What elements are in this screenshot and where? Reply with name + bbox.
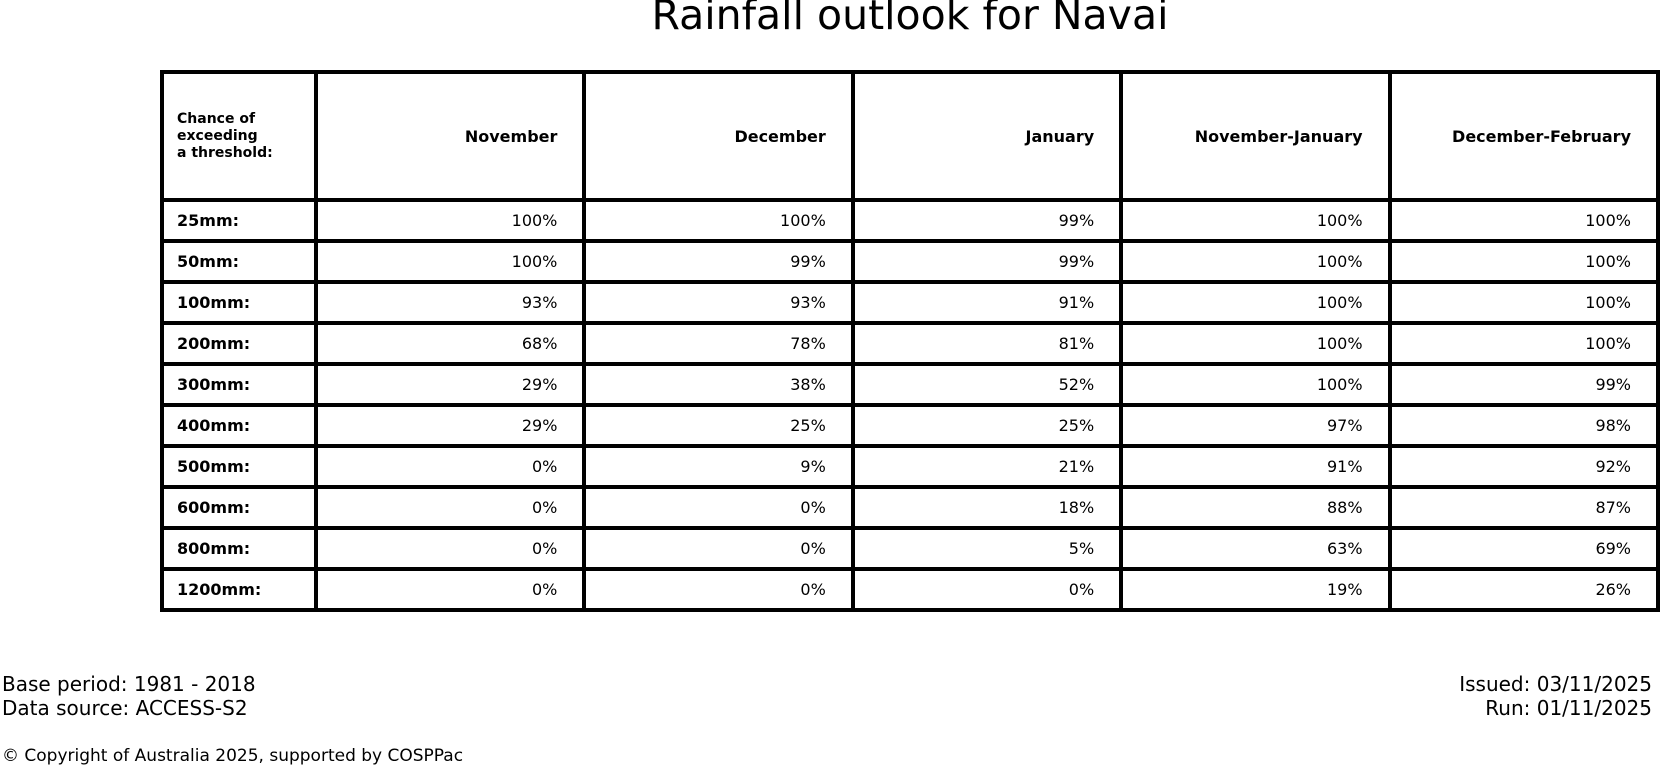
cell-value: 99%	[1387, 362, 1661, 407]
cell-value: 87%	[1387, 485, 1661, 530]
cell-value: 26%	[1387, 567, 1661, 612]
cell-value: 99%	[850, 239, 1124, 284]
row-label: 1200mm:	[160, 567, 318, 612]
cell-value: 100%	[1387, 198, 1661, 243]
cell-value: 100%	[313, 239, 587, 284]
cell-value: 100%	[313, 198, 587, 243]
cell-value: 91%	[1119, 444, 1392, 489]
data-source-text: Data source: ACCESS-S2	[2, 696, 248, 720]
cell-value: 0%	[582, 526, 855, 571]
cell-value: 93%	[313, 280, 587, 325]
cell-value: 0%	[313, 526, 587, 571]
column-header-december-february: December-February	[1387, 70, 1661, 202]
cell-value: 25%	[582, 403, 855, 448]
cell-value: 100%	[1119, 239, 1392, 284]
row-label: 600mm:	[160, 485, 318, 530]
cell-value: 5%	[850, 526, 1124, 571]
cell-value: 100%	[1387, 321, 1661, 366]
cell-value: 52%	[850, 362, 1124, 407]
cell-value: 69%	[1387, 526, 1661, 571]
cell-value: 25%	[850, 403, 1124, 448]
row-label: 800mm:	[160, 526, 318, 571]
cell-value: 19%	[1119, 567, 1392, 612]
cell-value: 68%	[313, 321, 587, 366]
cell-value: 63%	[1119, 526, 1392, 571]
cell-value: 0%	[313, 567, 587, 612]
table-row-400mm: 400mm: 29% 25% 25% 97% 98%	[160, 403, 1661, 448]
row-label: 400mm:	[160, 403, 318, 448]
table-row-25mm: 25mm: 100% 100% 99% 100% 100%	[160, 198, 1661, 243]
cell-value: 97%	[1119, 403, 1392, 448]
cell-value: 38%	[582, 362, 855, 407]
table-row-500mm: 500mm: 0% 9% 21% 91% 92%	[160, 444, 1661, 489]
cell-value: 78%	[582, 321, 855, 366]
footer-right: Issued: 03/11/2025 Run: 01/11/2025	[1459, 672, 1652, 720]
table-row-50mm: 50mm: 100% 99% 99% 100% 100%	[160, 239, 1661, 284]
column-header-november-january: November-January	[1119, 70, 1392, 202]
page-title: Rainfall outlook for Navai	[651, 0, 1169, 39]
cell-value: 98%	[1387, 403, 1661, 448]
cell-value: 29%	[313, 362, 587, 407]
table-row-100mm: 100mm: 93% 93% 91% 100% 100%	[160, 280, 1661, 325]
cell-value: 81%	[850, 321, 1124, 366]
run-date-text: Run: 01/11/2025	[1485, 696, 1652, 720]
row-label: 100mm:	[160, 280, 318, 325]
cell-value: 100%	[1387, 280, 1661, 325]
cell-value: 18%	[850, 485, 1124, 530]
rainfall-outlook-table: Chance of exceeding a threshold: Novembe…	[160, 70, 1661, 612]
row-label: 300mm:	[160, 362, 318, 407]
copyright-notice: © Copyright of Australia 2025, supported…	[2, 746, 464, 766]
cell-value: 92%	[1387, 444, 1661, 489]
base-period-text: Base period: 1981 - 2018	[2, 672, 256, 696]
cell-value: 100%	[1119, 362, 1392, 407]
cell-value: 9%	[582, 444, 855, 489]
table-row-600mm: 600mm: 0% 0% 18% 88% 87%	[160, 485, 1661, 530]
cell-value: 0%	[582, 567, 855, 612]
table-row-300mm: 300mm: 29% 38% 52% 100% 99%	[160, 362, 1661, 407]
table-row-1200mm: 1200mm: 0% 0% 0% 19% 26%	[160, 567, 1661, 612]
cell-value: 0%	[313, 485, 587, 530]
cell-value: 29%	[313, 403, 587, 448]
cell-value: 100%	[1119, 198, 1392, 243]
cell-value: 91%	[850, 280, 1124, 325]
header-row: Chance of exceeding a threshold: Novembe…	[160, 70, 1661, 202]
cell-value: 88%	[1119, 485, 1392, 530]
footer-left: Base period: 1981 - 2018 Data source: AC…	[2, 672, 256, 720]
row-label: 25mm:	[160, 198, 318, 243]
cell-value: 100%	[1119, 321, 1392, 366]
column-header-january: January	[850, 70, 1124, 202]
cell-value: 21%	[850, 444, 1124, 489]
column-header-november: November	[313, 70, 587, 202]
cell-value: 100%	[582, 198, 855, 243]
cell-value: 0%	[850, 567, 1124, 612]
table-row-200mm: 200mm: 68% 78% 81% 100% 100%	[160, 321, 1661, 366]
table-row-800mm: 800mm: 0% 0% 5% 63% 69%	[160, 526, 1661, 571]
column-header-december: December	[582, 70, 855, 202]
corner-header: Chance of exceeding a threshold:	[160, 70, 318, 202]
cell-value: 100%	[1119, 280, 1392, 325]
cell-value: 0%	[582, 485, 855, 530]
issued-date-text: Issued: 03/11/2025	[1459, 672, 1652, 696]
cell-value: 99%	[850, 198, 1124, 243]
row-label: 50mm:	[160, 239, 318, 284]
cell-value: 99%	[582, 239, 855, 284]
row-label: 200mm:	[160, 321, 318, 366]
row-label: 500mm:	[160, 444, 318, 489]
cell-value: 93%	[582, 280, 855, 325]
cell-value: 0%	[313, 444, 587, 489]
cell-value: 100%	[1387, 239, 1661, 284]
